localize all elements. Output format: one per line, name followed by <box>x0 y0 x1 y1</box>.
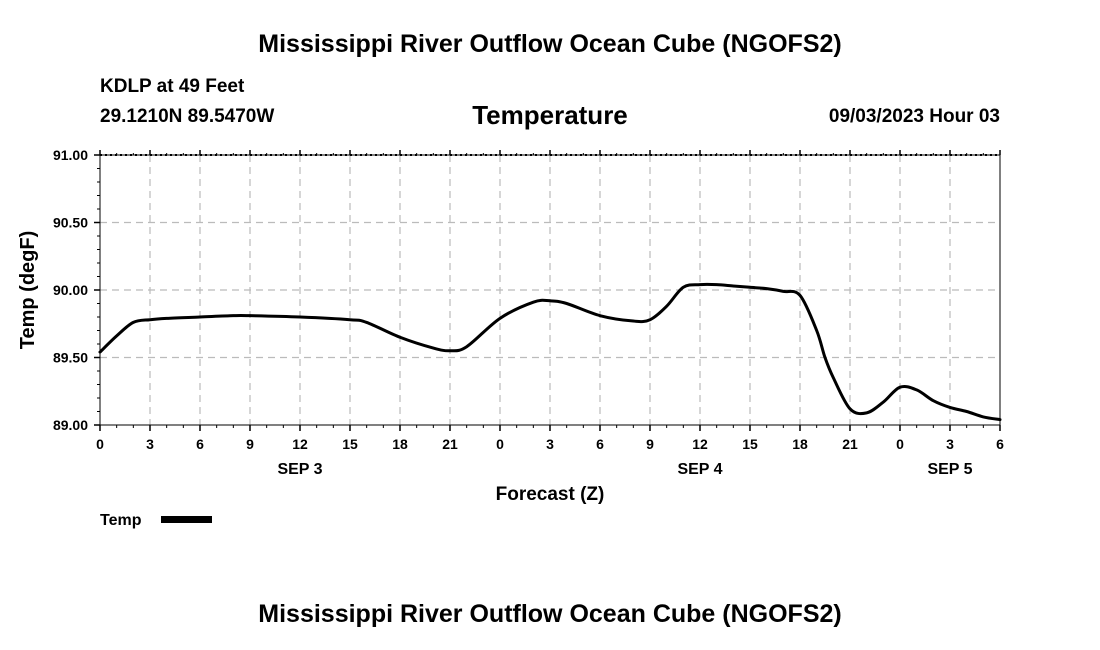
grid-lines <box>100 155 1000 425</box>
x-tick-label: 21 <box>442 436 458 452</box>
variable-title: Temperature <box>472 100 628 130</box>
x-tick-label: 18 <box>792 436 808 452</box>
x-tick-label: 6 <box>596 436 604 452</box>
x-axis-title: Forecast (Z) <box>496 484 605 505</box>
x-tick-label: 18 <box>392 436 408 452</box>
y-tick-label: 90.50 <box>53 215 88 231</box>
x-tick-label: 12 <box>692 436 708 452</box>
footer-title: Mississippi River Outflow Ocean Cube (NG… <box>258 600 842 628</box>
day-label: SEP 5 <box>927 461 972 478</box>
day-label: SEP 4 <box>677 461 722 478</box>
y-tick-label: 90.00 <box>53 282 88 298</box>
station-coordinates: 29.1210N 89.5470W <box>100 106 275 127</box>
legend-swatch <box>161 516 212 523</box>
x-tick-label: 0 <box>96 436 104 452</box>
y-tick-label: 89.00 <box>53 417 88 433</box>
forecast-datetime: 09/03/2023 Hour 03 <box>828 106 1000 127</box>
axes: 89.00 89.50 90.00 90.50 91.00 0 3 6 9 12 15 18 21 0 3 6… <box>53 147 1004 478</box>
day-label: SEP 3 <box>277 461 322 478</box>
legend-label: Temp <box>100 512 142 529</box>
y-tick-label: 91.00 <box>53 147 88 163</box>
x-tick-label: 3 <box>546 436 554 452</box>
x-tick-label: 9 <box>646 436 654 452</box>
x-tick-label: 0 <box>896 436 904 452</box>
temp-series-line <box>98 282 1002 422</box>
y-axis-title: Temp (degF) <box>17 231 39 350</box>
y-tick-label: 89.50 <box>53 350 88 366</box>
x-tick-label: 6 <box>996 436 1004 452</box>
station-label: KDLP at 49 Feet <box>100 76 245 97</box>
x-tick-label: 15 <box>342 436 358 452</box>
x-tick-label: 15 <box>742 436 758 452</box>
x-tick-label: 12 <box>292 436 308 452</box>
x-tick-label: 3 <box>946 436 954 452</box>
x-tick-label: 6 <box>196 436 204 452</box>
chart-title: Mississippi River Outflow Ocean Cube (NG… <box>258 30 842 58</box>
x-tick-label: 21 <box>842 436 858 452</box>
x-tick-label: 3 <box>146 436 154 452</box>
x-tick-label: 0 <box>496 436 504 452</box>
x-tick-label: 9 <box>246 436 254 452</box>
